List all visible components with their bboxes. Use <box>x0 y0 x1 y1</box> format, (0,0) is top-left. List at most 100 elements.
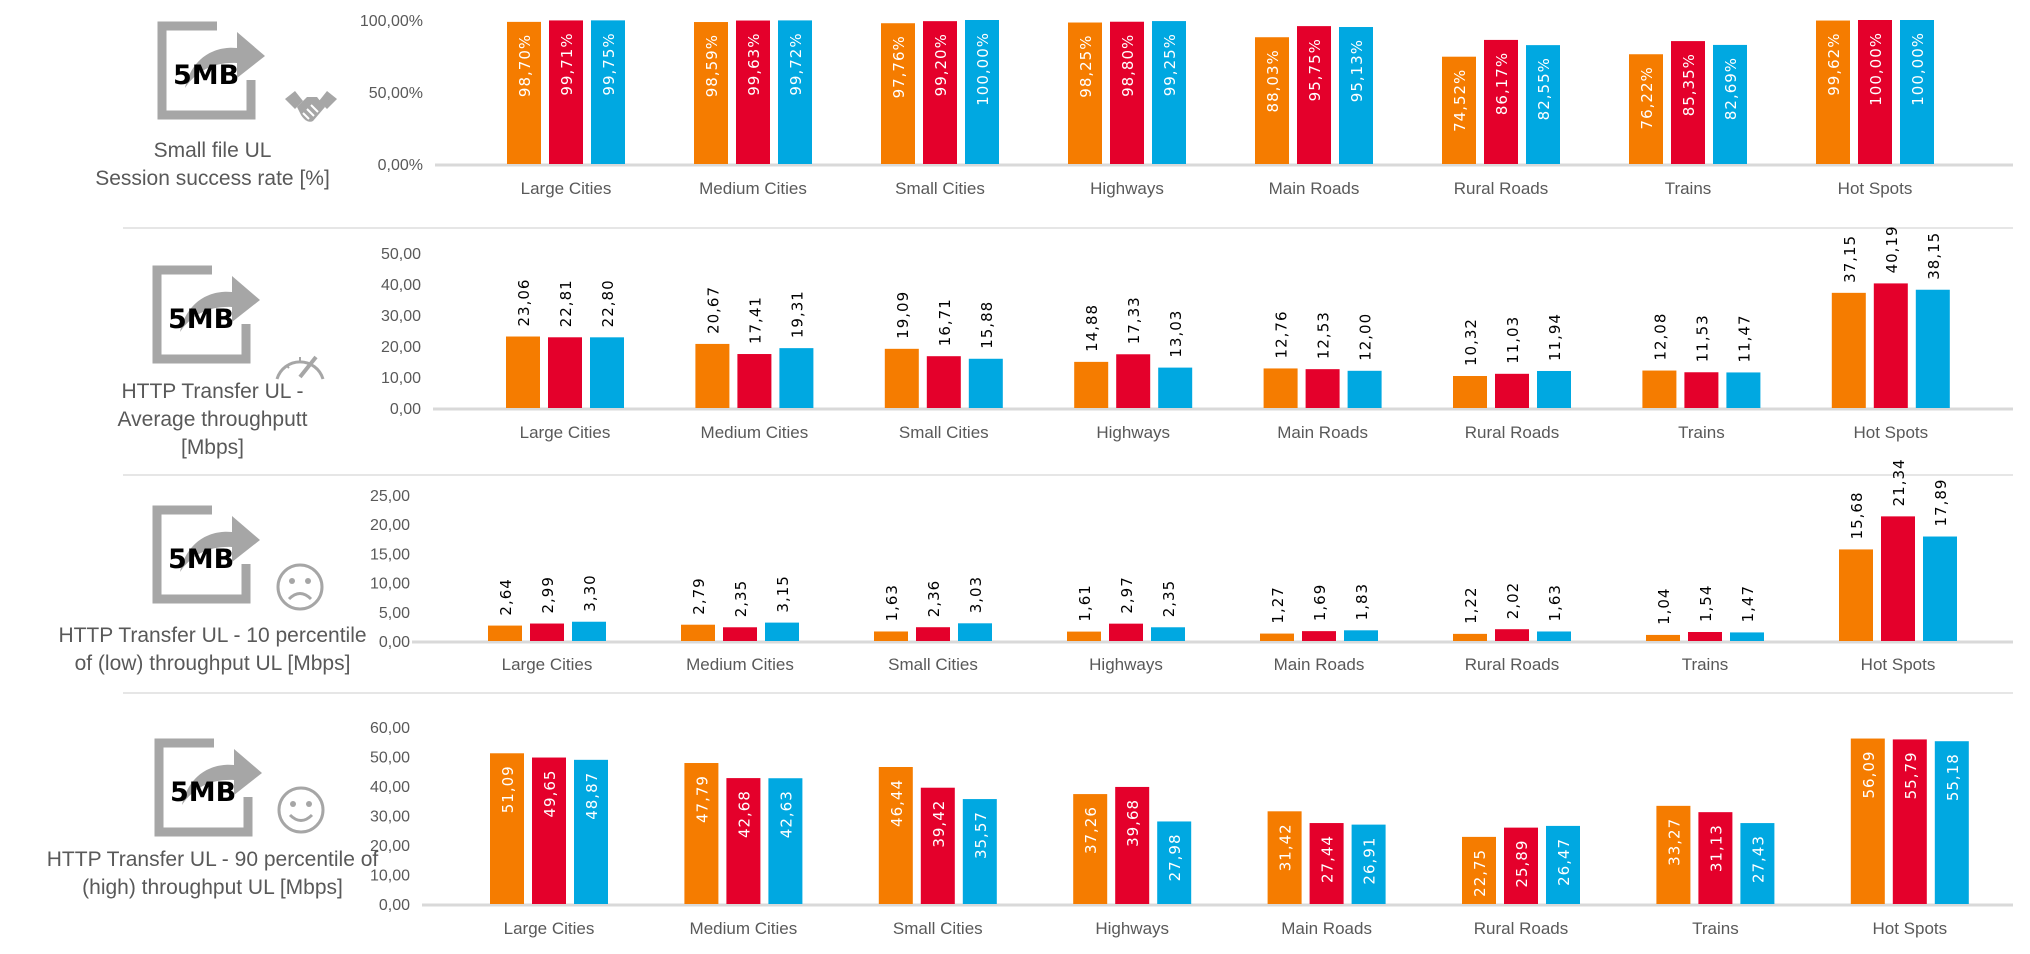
data-label: 10,32 <box>1462 318 1480 366</box>
bar <box>1305 369 1340 408</box>
y-tick-label: 0,00% <box>378 157 423 174</box>
y-tick-label: 30,00 <box>381 308 421 325</box>
category-label: Large Cities <box>521 179 612 198</box>
panel-2-title: HTTP Transfer UL - Average throughputt [… <box>0 378 425 462</box>
bar <box>1831 292 1866 408</box>
bar <box>926 356 961 408</box>
bar <box>488 625 522 641</box>
bar <box>1688 632 1722 641</box>
category-label: Highways <box>1096 423 1170 442</box>
y-tick-label: 20,00 <box>370 838 410 855</box>
data-label: 48,87 <box>583 772 601 820</box>
bar <box>965 20 999 164</box>
y-tick-label: 40,00 <box>370 779 410 796</box>
data-label: 99,75% <box>600 32 618 95</box>
data-label: 15,68 <box>1848 491 1866 539</box>
data-label: 26,91 <box>1361 837 1379 885</box>
category-label: Trains <box>1682 655 1729 674</box>
bar <box>684 763 719 904</box>
bar <box>1157 821 1192 904</box>
bar <box>1526 45 1560 164</box>
data-label: 37,26 <box>1082 806 1100 854</box>
category-label: Rural Roads <box>1474 919 1569 938</box>
bar <box>1646 634 1680 641</box>
y-tick-label: 40,00 <box>381 277 421 294</box>
data-label: 40,19 <box>1883 225 1901 273</box>
bar <box>530 623 564 641</box>
data-label: 19,09 <box>894 291 912 339</box>
divider <box>123 692 2013 694</box>
title-line: HTTP Transfer UL - 10 percentile <box>58 624 367 647</box>
panel-3-title: HTTP Transfer UL - 10 percentile of (low… <box>0 622 425 678</box>
bar <box>765 622 799 641</box>
y-tick-label: 60,00 <box>370 720 410 737</box>
data-label: 33,27 <box>1665 818 1683 866</box>
data-label: 99,62% <box>1825 33 1843 96</box>
data-label: 99,71% <box>558 32 576 95</box>
data-label: 47,79 <box>693 775 711 823</box>
data-label: 11,94 <box>1546 313 1564 361</box>
data-label: 2,35 <box>732 580 750 617</box>
data-label: 1,54 <box>1697 585 1715 622</box>
category-label: Small Cities <box>899 423 989 442</box>
bar <box>1858 20 1892 164</box>
data-label: 2,02 <box>1504 582 1522 619</box>
data-label: 15,88 <box>978 301 996 349</box>
data-label: 19,31 <box>788 290 806 338</box>
bar <box>1255 37 1289 164</box>
bar <box>1068 22 1102 164</box>
y-tick-label: 0,00 <box>390 401 421 418</box>
data-label: 99,20% <box>932 33 950 96</box>
data-label: 86,17% <box>1493 52 1511 115</box>
data-label: 39,68 <box>1124 799 1142 847</box>
bar <box>1504 827 1538 904</box>
bar <box>916 627 950 641</box>
category-label: Hot Spots <box>1853 423 1928 442</box>
data-label: 99,25% <box>1161 33 1179 96</box>
bar <box>1730 632 1764 641</box>
bar <box>1698 812 1733 904</box>
divider <box>123 474 2013 476</box>
bar <box>1453 376 1487 408</box>
data-label: 1,63 <box>1546 584 1564 621</box>
bar <box>1151 627 1185 641</box>
title-line: Average throughputt <box>117 408 308 431</box>
bar <box>1297 26 1331 165</box>
bar <box>874 631 908 641</box>
y-tick-label: 50,00% <box>369 85 423 102</box>
data-label: 49,65 <box>541 770 559 818</box>
data-label: 12,08 <box>1651 313 1669 361</box>
category-label: Trains <box>1692 919 1739 938</box>
data-label: 1,69 <box>1311 584 1329 621</box>
bar <box>1152 21 1186 164</box>
data-label: 16,71 <box>936 298 954 346</box>
y-tick-label: 50,00 <box>370 750 410 767</box>
category-label: Large Cities <box>520 423 611 442</box>
data-label: 95,13% <box>1348 39 1366 102</box>
bar <box>1453 633 1487 641</box>
data-label: 27,98 <box>1166 833 1184 881</box>
data-label: 12,53 <box>1315 311 1333 359</box>
divider <box>123 227 2013 229</box>
bar <box>1109 623 1143 641</box>
bar <box>1537 631 1571 641</box>
file-upload-5mb-icon: 5MB <box>152 265 260 364</box>
bar <box>1110 21 1144 165</box>
data-label: 56,09 <box>1860 751 1878 799</box>
data-label: 85,35% <box>1680 53 1698 116</box>
speedometer-icon <box>275 355 325 380</box>
bar <box>1074 361 1109 408</box>
bar <box>768 778 803 904</box>
bar <box>591 20 625 164</box>
bar <box>1484 39 1518 164</box>
file-upload-5mb-icon: 5MB <box>154 738 262 837</box>
category-label: Medium Cities <box>699 179 807 198</box>
data-label: 1,47 <box>1739 585 1757 622</box>
category-label: Medium Cities <box>701 423 809 442</box>
data-label: 31,42 <box>1277 823 1295 871</box>
data-label: 82,55% <box>1535 57 1553 120</box>
bar <box>1740 823 1775 904</box>
bar <box>1934 741 1969 904</box>
category-label: Small Cities <box>893 919 983 938</box>
category-label: Rural Roads <box>1465 655 1560 674</box>
